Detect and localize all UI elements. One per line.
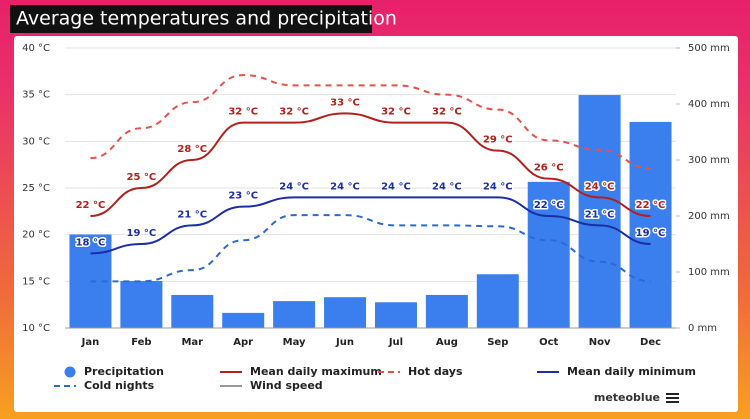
bar [324, 297, 367, 328]
y-tick-label: 40 °C [22, 43, 50, 54]
chart-title: Average temperatures and precipitation [16, 8, 397, 30]
y-tick-label: 15 °C [22, 276, 50, 287]
data-label: 25 °C [127, 172, 157, 183]
y-tick-label: 10 °C [22, 323, 50, 334]
data-label: 22 °C [534, 200, 564, 211]
data-label: 32 °C [381, 107, 411, 118]
bar [374, 302, 417, 328]
x-tick-label: Jul [388, 337, 403, 348]
x-tick-label: Feb [131, 337, 151, 348]
x-tick-label: Nov [589, 337, 611, 348]
y-tick-label: 35 °C [22, 90, 50, 101]
x-tick-label: Mar [181, 337, 203, 348]
bar [273, 301, 316, 328]
line-series [90, 74, 651, 170]
bar [120, 280, 163, 328]
data-label: 24 °C [585, 181, 615, 192]
y-tick-label: 25 °C [22, 183, 50, 194]
data-label: 23 °C [228, 191, 258, 202]
bar [629, 121, 672, 328]
y-tick-label: 30 °C [22, 136, 50, 147]
legend-label: Mean daily minimum [567, 365, 696, 378]
data-label: 33 °C [330, 97, 360, 108]
data-label: 21 °C [177, 209, 207, 220]
y2-tick-label: 0 mm [688, 323, 717, 334]
data-label: 32 °C [228, 107, 258, 118]
legend-label: Precipitation [84, 365, 164, 378]
x-tick-label: Jan [81, 337, 100, 348]
x-tick-label: Oct [539, 337, 558, 348]
legend-label: Wind speed [250, 379, 323, 392]
legend-item: Hot days [378, 365, 463, 378]
bar [171, 294, 214, 328]
data-label: 29 °C [483, 135, 513, 146]
legend-item: Mean daily minimum [537, 365, 696, 378]
legend-item: Cold nights [54, 379, 155, 392]
data-label: 18 °C [76, 237, 106, 248]
y2-tick-label: 400 mm [688, 99, 730, 110]
data-label: 32 °C [279, 107, 309, 118]
legend-item: Precipitation [64, 365, 164, 378]
data-label: 21 °C [585, 209, 615, 220]
bar [476, 274, 519, 328]
bar [578, 95, 621, 328]
x-tick-label: May [283, 337, 306, 348]
brand: meteoblue [594, 391, 660, 404]
x-tick-label: Jun [335, 337, 354, 348]
menu-icon[interactable] [666, 393, 679, 403]
data-label: 19 °C [636, 228, 666, 239]
bar [425, 294, 468, 328]
data-label: 32 °C [432, 107, 462, 118]
title-bar [10, 5, 372, 33]
data-label: 24 °C [330, 181, 360, 192]
x-tick-label: Dec [640, 337, 661, 348]
data-label: 28 °C [177, 144, 207, 155]
y2-tick-label: 500 mm [688, 43, 730, 54]
legend-label: Cold nights [84, 379, 155, 392]
y2-tick-label: 200 mm [688, 211, 730, 222]
line-series [90, 214, 651, 283]
line-series [90, 196, 651, 255]
data-label: 26 °C [534, 163, 564, 174]
legend-marker [64, 366, 76, 378]
data-label: 22 °C [76, 200, 106, 211]
x-tick-label: Aug [436, 337, 458, 348]
bar [527, 181, 570, 328]
panel [14, 36, 738, 412]
data-label: 24 °C [483, 181, 513, 192]
data-label: 24 °C [279, 181, 309, 192]
data-label: 24 °C [381, 181, 411, 192]
x-tick-label: Sep [487, 337, 508, 348]
x-tick-label: Apr [233, 337, 253, 348]
y-tick-label: 20 °C [22, 230, 50, 241]
legend-label: Hot days [408, 365, 463, 378]
data-label: 19 °C [127, 228, 157, 239]
y2-tick-label: 300 mm [688, 155, 730, 166]
legend-item: Wind speed [220, 379, 323, 392]
data-label: 24 °C [432, 181, 462, 192]
y2-tick-label: 100 mm [688, 267, 730, 278]
data-label: 22 °C [636, 200, 666, 211]
bar [222, 312, 265, 328]
legend-item: Mean daily maximum [220, 365, 382, 378]
legend-label: Mean daily maximum [250, 365, 382, 378]
line-series [90, 112, 651, 217]
